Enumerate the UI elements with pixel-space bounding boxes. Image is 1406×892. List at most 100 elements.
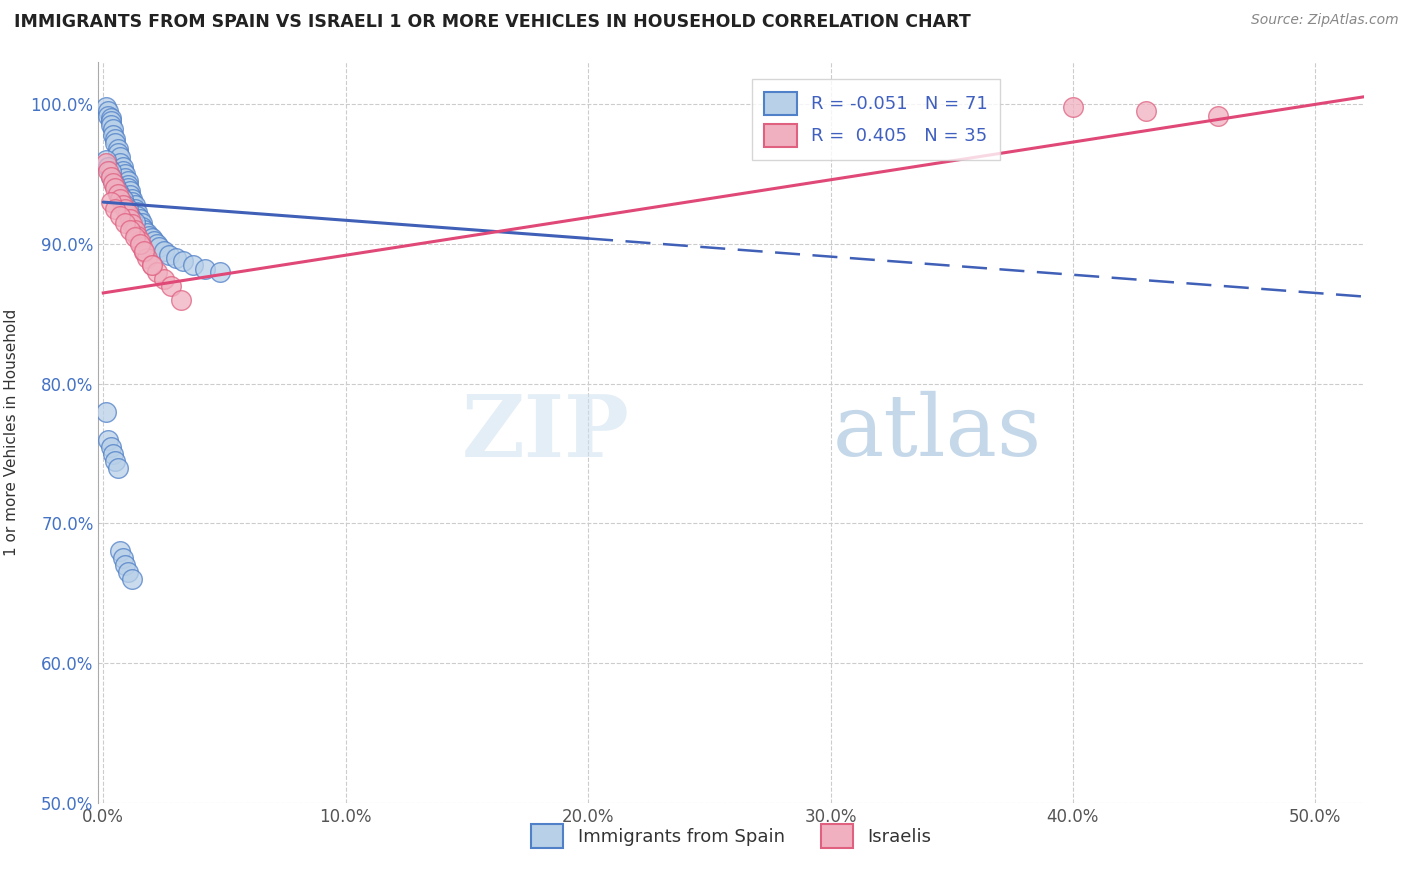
Point xyxy=(141,258,163,272)
Point xyxy=(101,174,124,188)
Point xyxy=(100,169,122,184)
Point xyxy=(100,440,122,454)
Point xyxy=(111,551,134,566)
Point xyxy=(107,142,129,156)
Point xyxy=(181,258,204,272)
Point xyxy=(97,433,120,447)
Point xyxy=(131,240,153,254)
Point xyxy=(121,572,143,586)
Point xyxy=(117,206,139,220)
Point xyxy=(121,195,143,210)
Point xyxy=(117,174,139,188)
Y-axis label: 1 or more Vehicles in Household: 1 or more Vehicles in Household xyxy=(4,309,20,557)
Point xyxy=(128,237,150,252)
Point xyxy=(111,160,134,174)
Point xyxy=(104,202,127,216)
Point xyxy=(107,146,129,161)
Legend: Immigrants from Spain, Israelis: Immigrants from Spain, Israelis xyxy=(522,815,941,856)
Point xyxy=(114,167,136,181)
Point xyxy=(110,188,132,202)
Point xyxy=(100,195,122,210)
Point xyxy=(97,164,120,178)
Point xyxy=(145,265,167,279)
Point xyxy=(117,566,139,580)
Text: ZIP: ZIP xyxy=(463,391,630,475)
Point xyxy=(101,176,124,190)
Point xyxy=(208,265,231,279)
Point xyxy=(100,114,122,128)
Point xyxy=(104,181,127,195)
Point xyxy=(114,198,136,212)
Text: atlas: atlas xyxy=(832,391,1042,475)
Point xyxy=(141,231,163,245)
Point xyxy=(114,216,136,230)
Point xyxy=(110,192,132,206)
Point xyxy=(117,181,139,195)
Point xyxy=(153,272,176,286)
Point xyxy=(141,258,163,272)
Point xyxy=(100,164,122,178)
Point xyxy=(1062,100,1084,114)
Point xyxy=(145,237,167,252)
Point xyxy=(104,178,127,193)
Point xyxy=(134,223,156,237)
Point xyxy=(117,178,139,193)
Point xyxy=(134,244,156,258)
Point xyxy=(114,558,136,573)
Point xyxy=(135,226,157,240)
Point xyxy=(97,109,120,123)
Point xyxy=(134,245,156,260)
Point xyxy=(128,234,150,248)
Text: Source: ZipAtlas.com: Source: ZipAtlas.com xyxy=(1251,13,1399,28)
Point xyxy=(101,128,124,142)
Point xyxy=(138,228,160,243)
Point xyxy=(107,460,129,475)
Point xyxy=(131,220,153,235)
Point xyxy=(110,150,132,164)
Point xyxy=(104,136,127,151)
Point xyxy=(124,230,146,244)
Point xyxy=(94,100,117,114)
Point xyxy=(121,218,143,232)
Point xyxy=(107,184,129,198)
Point xyxy=(124,223,146,237)
Point xyxy=(143,234,166,248)
Point xyxy=(94,405,117,419)
Point xyxy=(128,211,150,226)
Point xyxy=(100,112,122,126)
Point xyxy=(94,156,117,170)
Point xyxy=(100,118,122,132)
Point xyxy=(104,453,127,467)
Point xyxy=(101,446,124,460)
Point xyxy=(121,211,143,226)
Point xyxy=(101,122,124,136)
Point xyxy=(110,156,132,170)
Point xyxy=(97,160,120,174)
Point xyxy=(131,216,153,230)
Point xyxy=(97,104,120,119)
Point xyxy=(118,211,141,226)
Point xyxy=(153,244,176,258)
Point xyxy=(118,184,141,198)
Point xyxy=(127,228,149,243)
Point xyxy=(111,164,134,178)
Point xyxy=(104,132,127,146)
Point xyxy=(114,202,136,216)
Point xyxy=(135,251,157,265)
Point xyxy=(111,198,134,212)
Point xyxy=(118,223,141,237)
Point xyxy=(121,192,143,206)
Point xyxy=(1135,104,1157,119)
Text: IMMIGRANTS FROM SPAIN VS ISRAELI 1 OR MORE VEHICLES IN HOUSEHOLD CORRELATION CHA: IMMIGRANTS FROM SPAIN VS ISRAELI 1 OR MO… xyxy=(14,13,970,31)
Point xyxy=(118,188,141,202)
Point xyxy=(110,209,132,223)
Point xyxy=(194,262,217,277)
Point xyxy=(94,153,117,168)
Point xyxy=(165,251,187,265)
Point xyxy=(127,205,149,219)
Point xyxy=(148,240,170,254)
Point xyxy=(114,171,136,186)
Point xyxy=(127,209,149,223)
Point xyxy=(160,279,183,293)
Point xyxy=(124,202,146,216)
